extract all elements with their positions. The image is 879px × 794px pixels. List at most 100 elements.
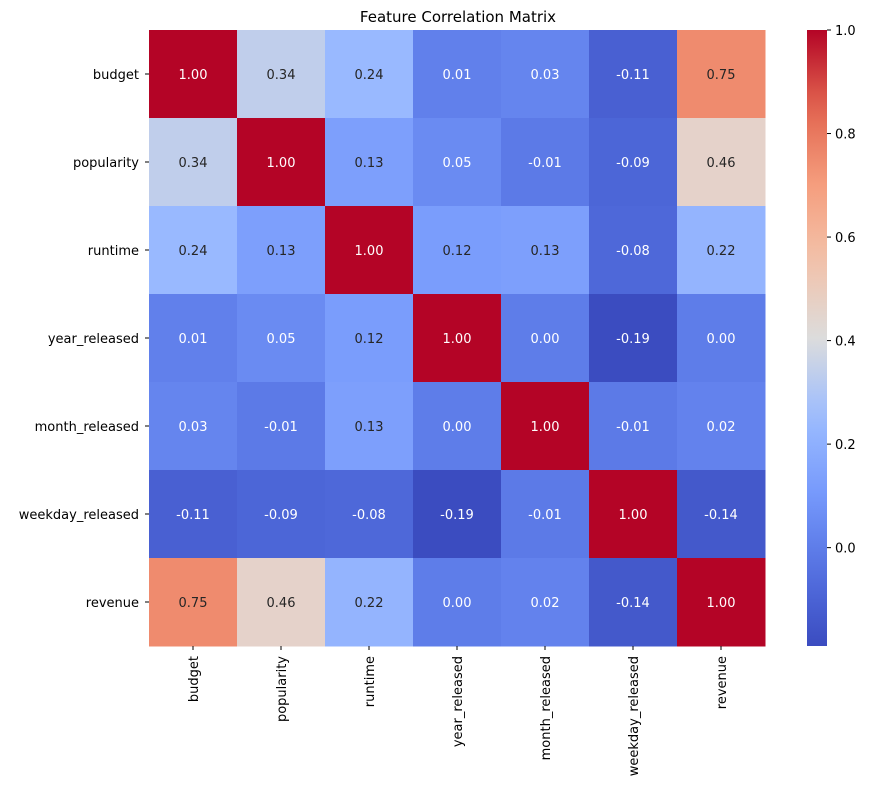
heatmap-cell: [589, 382, 678, 471]
cell-value-label: 0.75: [179, 596, 208, 611]
heatmap-cell: [677, 294, 766, 383]
cell-value-label: -0.14: [616, 596, 650, 611]
column-tick-label: month_released: [539, 656, 554, 760]
heatmap-cell: [237, 558, 326, 647]
cell-value-label: 0.46: [707, 156, 736, 171]
heatmap-cell: [237, 382, 326, 471]
heatmap-cell: [325, 382, 414, 471]
heatmap-cell: [325, 206, 414, 295]
heatmap-cell: [325, 470, 414, 559]
cell-value-label: 0.00: [443, 596, 472, 611]
heatmap-cell: [149, 118, 238, 207]
cell-value-label: -0.11: [616, 68, 650, 83]
chart-title: Feature Correlation Matrix: [360, 8, 556, 26]
column-tick-labels: budget popularity runtime year_released mont…: [187, 646, 730, 776]
heatmap-cell: [501, 294, 590, 383]
row-tick-label: month_released: [35, 420, 139, 435]
colorbar: 0.0 0.2 0.4 0.6 0.8 1.0: [807, 24, 856, 646]
colorbar-tick-label: 1.0: [835, 24, 856, 39]
cell-value-label: 0.46: [267, 596, 296, 611]
cell-value-label: 0.01: [179, 332, 208, 347]
colorbar-tick-label: 0.2: [835, 438, 856, 453]
heatmap-cell: [589, 118, 678, 207]
cell-value-label: -0.01: [528, 156, 562, 171]
cell-value-label: 0.02: [531, 596, 560, 611]
heatmap-cell: [501, 558, 590, 647]
cell-value-label: 1.00: [707, 596, 736, 611]
cell-value-label: 0.75: [707, 68, 736, 83]
heatmap-cell: [501, 382, 590, 471]
heatmap-cell: [589, 206, 678, 295]
cell-value-label: 1.00: [531, 420, 560, 435]
row-tick-label: year_released: [48, 332, 139, 347]
heatmap-cell: [677, 30, 766, 119]
cell-value-label: 0.12: [355, 332, 384, 347]
cell-value-label: 0.00: [443, 420, 472, 435]
cell-value-label: 1.00: [443, 332, 472, 347]
heatmap-cell: [413, 118, 502, 207]
cell-value-label: -0.11: [176, 508, 210, 523]
heatmap-cell: [149, 30, 238, 119]
column-tick-label: year_released: [451, 656, 466, 747]
heatmap-cell: [677, 206, 766, 295]
heatmap-cell: [413, 470, 502, 559]
column-tick-label: runtime: [363, 656, 378, 707]
cell-value-label: 0.00: [531, 332, 560, 347]
heatmap-cell: [589, 558, 678, 647]
column-tick-label: weekday_released: [627, 656, 642, 776]
row-tick-label: runtime: [88, 244, 139, 259]
heatmap-cell: [413, 294, 502, 383]
heatmap-cell: [325, 294, 414, 383]
cell-value-label: 0.05: [443, 156, 472, 171]
heatmap-cell: [589, 30, 678, 119]
cell-value-label: 0.22: [707, 244, 736, 259]
heatmap-cell: [589, 294, 678, 383]
colorbar-tick-label: 0.0: [835, 542, 856, 557]
cell-value-label: 1.00: [179, 68, 208, 83]
cell-value-label: -0.19: [440, 508, 474, 523]
heatmap-cell: [501, 470, 590, 559]
heatmap-cell: [325, 30, 414, 119]
heatmap-cell: [677, 118, 766, 207]
column-tick-label: revenue: [715, 656, 730, 709]
cell-value-label: -0.01: [528, 508, 562, 523]
heatmap-cell: [501, 30, 590, 119]
column-tick-label: popularity: [275, 656, 290, 722]
heatmap-cell: [677, 470, 766, 559]
cell-value-label: -0.08: [616, 244, 650, 259]
cell-value-label: 0.13: [531, 244, 560, 259]
heatmap-cell: [501, 206, 590, 295]
heatmap-cell: [589, 470, 678, 559]
column-tick-label: budget: [187, 656, 202, 702]
heatmap-cell: [237, 206, 326, 295]
cell-value-label: 1.00: [355, 244, 384, 259]
heatmap-cell: [237, 470, 326, 559]
colorbar-gradient: [807, 30, 827, 646]
cell-value-label: 0.13: [267, 244, 296, 259]
row-tick-label: revenue: [86, 596, 139, 611]
heatmap-cell: [149, 382, 238, 471]
cell-value-label: 0.22: [355, 596, 384, 611]
cell-value-label: -0.19: [616, 332, 650, 347]
cell-value-label: 0.24: [355, 68, 384, 83]
cell-value-label: 0.00: [707, 332, 736, 347]
cell-value-label: 0.12: [443, 244, 472, 259]
cell-value-label: 0.34: [267, 68, 296, 83]
colorbar-tick-label: 0.8: [835, 128, 856, 143]
heatmap-cell: [149, 470, 238, 559]
heatmap-cell: [677, 558, 766, 647]
heatmap-cell: [413, 206, 502, 295]
cell-value-label: 0.13: [355, 156, 384, 171]
heatmap-cell: [149, 206, 238, 295]
cell-value-label: -0.08: [352, 508, 386, 523]
cell-value-label: 0.24: [179, 244, 208, 259]
colorbar-tick-label: 0.6: [835, 231, 856, 246]
heatmap-cell: [413, 30, 502, 119]
heatmap-cell: [149, 294, 238, 383]
cell-value-label: 1.00: [267, 156, 296, 171]
colorbar-ticks: 0.0 0.2 0.4 0.6 0.8 1.0: [827, 24, 856, 557]
heatmap-cell: [677, 382, 766, 471]
heatmap-cell: [149, 558, 238, 647]
cell-value-label: 0.03: [179, 420, 208, 435]
